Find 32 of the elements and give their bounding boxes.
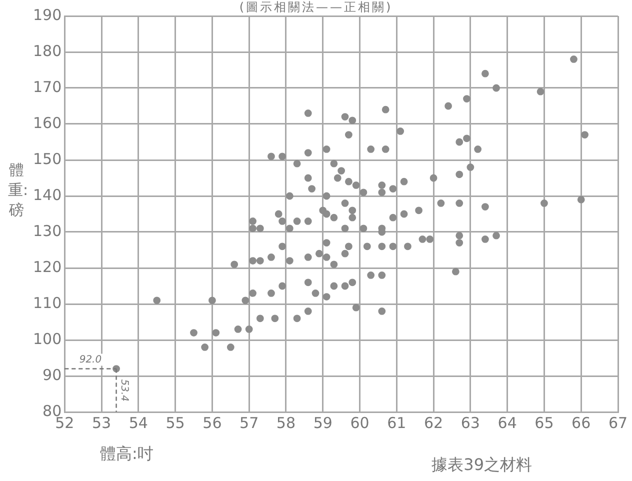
- y-tick-label: 160: [32, 114, 62, 132]
- x-tick-label: 65: [534, 414, 554, 432]
- annotation: 92.0: [79, 354, 102, 366]
- x-tick-label: 63: [460, 414, 480, 432]
- x-tick-label: 57: [240, 414, 259, 432]
- y-tick-label: 170: [32, 78, 62, 96]
- y-tick-label: 130: [32, 222, 62, 240]
- y-tick-label: 120: [32, 258, 62, 276]
- x-tick-label: 54: [128, 414, 148, 432]
- x-tick-label: 67: [608, 414, 628, 432]
- x-tick-label: 60: [350, 414, 370, 432]
- x-tick-label: 64: [498, 414, 517, 432]
- x-tick-label: 61: [387, 414, 406, 432]
- x-axis-title: 體高:吋: [100, 444, 154, 465]
- y-tick-label: 190: [32, 6, 62, 24]
- y-tick-label: 110: [32, 294, 62, 312]
- chart-title: (圖示相關法——正相關): [239, 0, 393, 14]
- x-tick-label: 55: [166, 414, 185, 432]
- annotation: 53.4: [118, 379, 130, 402]
- y-tick-label: 150: [32, 150, 62, 168]
- x-tick-label: 56: [202, 414, 222, 432]
- x-tick-label: 58: [276, 414, 296, 432]
- y-tick-label: 100: [32, 330, 62, 348]
- y-axis-title: 體重:磅: [8, 160, 28, 220]
- x-tick-label: 59: [313, 414, 332, 432]
- y-tick-label: 140: [32, 186, 62, 204]
- x-tick-label: 66: [572, 414, 591, 432]
- x-tick-label: 53: [92, 414, 112, 432]
- y-tick-label: 180: [32, 42, 62, 60]
- x-tick-label: 62: [424, 414, 444, 432]
- text: 據表39之材料: [432, 455, 532, 476]
- y-tick-label: 90: [42, 366, 62, 384]
